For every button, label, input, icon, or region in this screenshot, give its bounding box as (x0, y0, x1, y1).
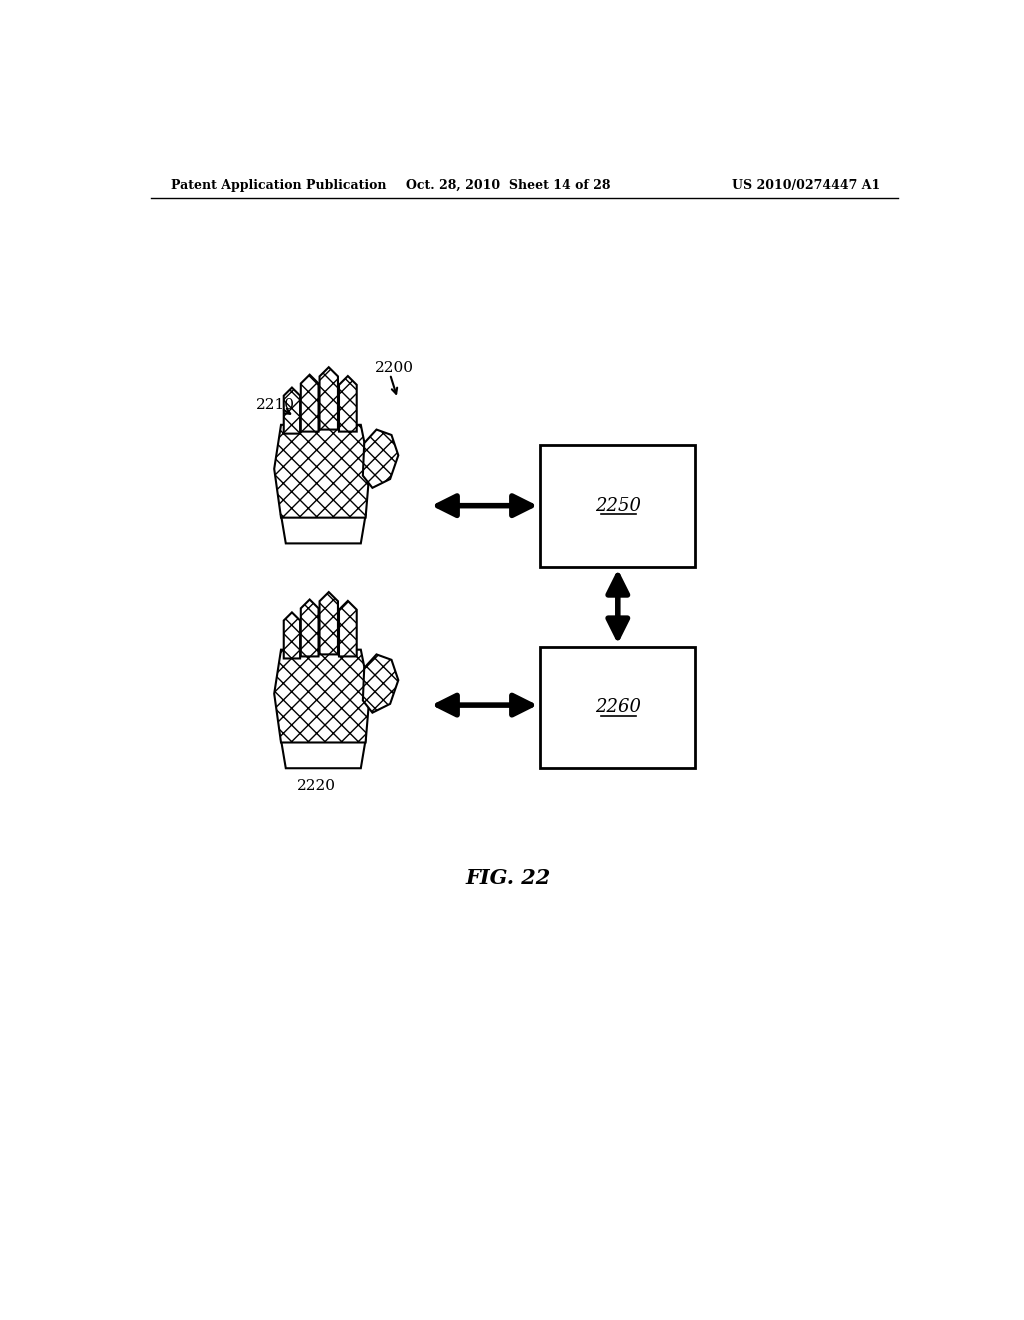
Text: Oct. 28, 2010  Sheet 14 of 28: Oct. 28, 2010 Sheet 14 of 28 (406, 178, 610, 191)
Text: Patent Application Publication: Patent Application Publication (171, 178, 386, 191)
Polygon shape (281, 515, 366, 544)
Bar (541, 647, 695, 768)
Text: US 2010/0274447 A1: US 2010/0274447 A1 (731, 178, 880, 191)
Text: 2260: 2260 (595, 698, 641, 717)
Text: 2210: 2210 (256, 397, 295, 412)
Polygon shape (362, 655, 398, 713)
Polygon shape (301, 599, 318, 656)
Text: 2220: 2220 (297, 779, 336, 793)
Polygon shape (274, 649, 370, 742)
Polygon shape (274, 425, 370, 517)
Polygon shape (339, 376, 356, 432)
Polygon shape (339, 601, 356, 656)
Polygon shape (284, 612, 300, 659)
Polygon shape (319, 593, 338, 655)
Polygon shape (319, 367, 338, 429)
Text: 2200: 2200 (375, 360, 414, 375)
Polygon shape (284, 388, 300, 434)
Polygon shape (362, 429, 398, 488)
Polygon shape (281, 739, 366, 768)
Text: FIG. 22: FIG. 22 (465, 869, 550, 888)
Polygon shape (301, 375, 318, 432)
Bar (541, 445, 695, 566)
Text: 2250: 2250 (595, 496, 641, 515)
